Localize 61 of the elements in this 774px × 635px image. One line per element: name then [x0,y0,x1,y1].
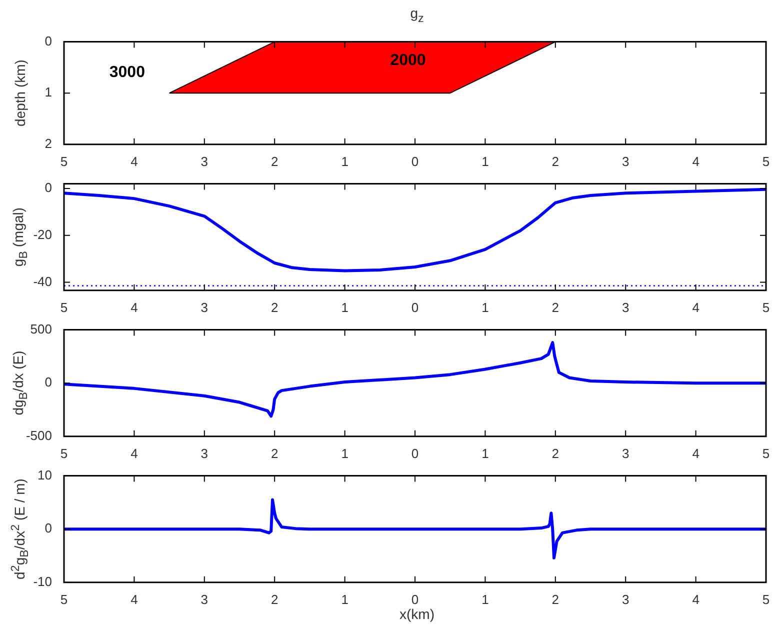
x-tick-label: 1 [482,300,489,315]
x-tick-label: 5 [762,446,770,461]
x-tick-label: 3 [200,592,208,607]
x-tick-label: 2 [270,300,278,315]
x-tick-label: 5 [60,446,68,461]
y-axis-title: depth (km) [12,60,28,127]
x-tick-label: 2 [552,154,560,169]
x-tick-label: 1 [482,154,489,169]
x-tick-label: 4 [692,300,700,315]
y-tick-label: 500 [30,321,52,336]
x-tick-label: 5 [60,154,68,169]
y-tick-label: -10 [33,574,52,589]
x-tick-label: 0 [411,154,419,169]
x-tick-label: 1 [341,154,348,169]
x-tick-label: 3 [200,446,208,461]
x-tick-label: 5 [762,592,770,607]
x-tick-label: 3 [622,154,630,169]
x-tick-label: 4 [692,154,700,169]
y-tick-label: 0 [44,33,52,48]
x-tick-label: 3 [200,154,208,169]
x-tick-label: 3 [622,300,630,315]
x-tick-label: 2 [270,592,278,607]
x-tick-label: 1 [482,446,489,461]
x-tick-label: 0 [411,300,419,315]
x-tick-label: 2 [270,154,278,169]
annotation: 2000 [390,52,426,70]
x-tick-label: 1 [482,592,489,607]
x-tick-label: 2 [552,300,560,315]
x-tick-label: 4 [130,154,138,169]
x-tick-label: 5 [60,592,68,607]
chart-title: g$_{z}$ [409,4,425,27]
x-tick-label: 1 [341,592,348,607]
y-tick-label: 0 [44,374,52,390]
y-tick-label: 2 [44,136,52,151]
x-tick-label: 5 [762,154,770,169]
x-tick-label: 4 [692,592,700,607]
y-tick-label: 10 [38,467,52,482]
x-tick-label: 4 [130,592,138,607]
y-tick-label: 0 [44,520,52,536]
x-tick-label: 3 [200,300,208,315]
y-tick-label: 1 [44,84,52,100]
x-tick-label: 5 [762,300,770,315]
x-tick-label: 5 [60,300,68,315]
x-tick-label: 2 [552,592,560,607]
x-tick-label: 2 [552,446,560,461]
y-tick-label: -20 [33,226,52,242]
x-tick-label: 4 [692,446,700,461]
x-tick-label: 0 [411,446,419,461]
annotation: 3000 [109,64,145,82]
x-tick-label: 4 [130,300,138,315]
x-tick-label: 4 [130,446,138,461]
x-tick-label: 3 [622,446,630,461]
y-tick-label: -500 [26,428,52,443]
x-tick-label: 2 [270,446,278,461]
x-tick-label: 1 [341,446,348,461]
x-tick-label: 3 [622,592,630,607]
x-tick-label: 0 [411,592,419,607]
x-axis-title: x(km) [398,606,436,622]
x-tick-label: 1 [341,300,348,315]
y-tick-label: -40 [33,274,52,289]
y-tick-label: 0 [44,180,52,196]
